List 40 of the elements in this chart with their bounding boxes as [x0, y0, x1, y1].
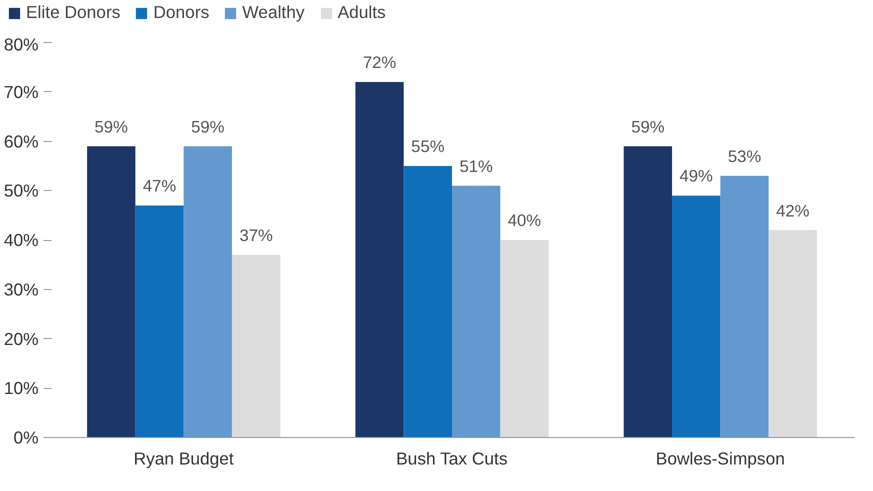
data-label: 55%: [411, 137, 445, 156]
bar: [135, 205, 184, 438]
legend-label: Adults: [338, 2, 386, 23]
data-label: 59%: [191, 117, 225, 136]
y-tick-label: 70%: [4, 82, 39, 102]
bar: [452, 186, 500, 438]
x-tick-label: Bowles-Simpson: [656, 448, 785, 468]
y-tick-label: 60%: [4, 131, 39, 152]
data-label: 49%: [680, 166, 714, 186]
x-tick-label: Ryan Budget: [134, 448, 234, 468]
legend-label: Wealthy: [242, 2, 305, 23]
data-label: 72%: [362, 53, 396, 72]
legend-label: Donors: [153, 2, 210, 23]
bar: [672, 196, 720, 438]
data-label: 42%: [776, 201, 810, 220]
y-tick-label: 50%: [4, 180, 39, 201]
bar: [355, 82, 404, 438]
bar: [720, 176, 769, 438]
legend-label: Elite Donors: [26, 2, 120, 23]
y-tick-label: 30%: [4, 279, 39, 300]
bar: [87, 146, 136, 438]
bar: [184, 146, 232, 438]
data-label: 59%: [631, 117, 665, 136]
data-label: 53%: [728, 146, 762, 166]
bar: [500, 240, 549, 438]
data-label: 47%: [142, 176, 176, 196]
x-tick-label: Bush Tax Cuts: [396, 448, 508, 468]
bar: [768, 230, 817, 438]
y-tick-label: 0%: [13, 428, 38, 448]
data-label: 51%: [459, 156, 494, 176]
y-tick-label: 40%: [4, 230, 39, 250]
bar: [624, 146, 672, 438]
y-tick-label: 20%: [4, 328, 39, 349]
y-tick-label: 80%: [4, 34, 39, 54]
data-label: 59%: [94, 117, 128, 136]
bar: [232, 254, 280, 438]
data-label: 37%: [239, 226, 273, 245]
data-label: 40%: [508, 211, 542, 230]
y-tick-label: 10%: [4, 378, 39, 398]
bar: [404, 166, 452, 438]
